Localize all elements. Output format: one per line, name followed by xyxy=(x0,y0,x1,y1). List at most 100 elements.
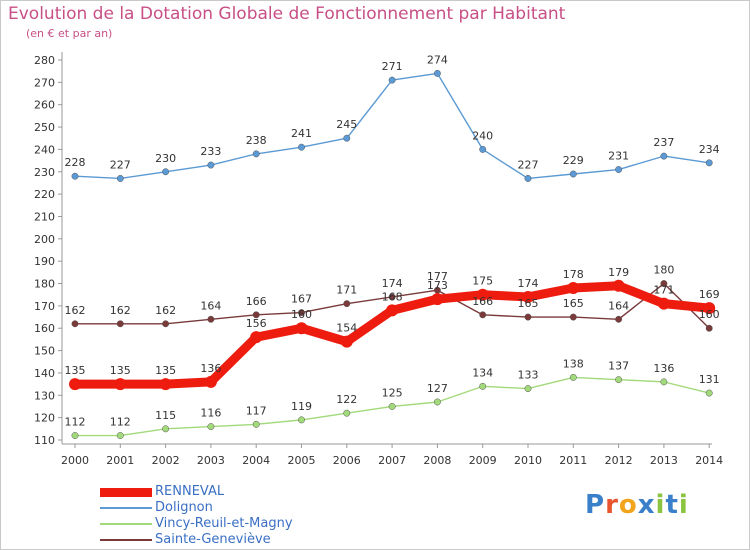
data-label: 138 xyxy=(563,357,584,370)
data-label: 154 xyxy=(336,322,357,335)
data-point xyxy=(71,432,79,439)
data-point xyxy=(159,378,172,391)
data-point xyxy=(524,385,532,393)
data-point xyxy=(433,398,441,406)
data-label: 179 xyxy=(608,266,629,279)
data-point xyxy=(433,69,441,77)
data-point xyxy=(705,159,713,167)
data-label: 230 xyxy=(155,152,176,165)
legend-item: Vincy-Reuil-et-Magny xyxy=(100,516,360,532)
data-point xyxy=(71,320,79,328)
y-tick-label: 160 xyxy=(34,322,55,335)
data-point xyxy=(569,170,577,178)
data-point xyxy=(343,409,351,417)
data-point xyxy=(298,143,305,151)
data-label: 174 xyxy=(518,277,539,290)
logo-letter: x xyxy=(637,490,656,520)
data-point xyxy=(298,309,305,317)
y-tick-label: 210 xyxy=(34,210,55,223)
legend-label: Dolignon xyxy=(155,500,213,515)
data-point xyxy=(431,293,444,306)
x-tick-label: 2012 xyxy=(605,454,633,467)
data-label: 237 xyxy=(653,136,674,149)
y-tick-label: 190 xyxy=(34,255,55,268)
x-tick-label: 2009 xyxy=(469,454,497,467)
legend-swatch xyxy=(100,539,152,541)
data-label: 168 xyxy=(382,290,403,303)
data-point xyxy=(476,288,489,301)
x-tick-label: 2002 xyxy=(152,454,180,467)
logo-letter: r xyxy=(605,490,619,520)
data-label: 271 xyxy=(382,60,403,73)
data-point xyxy=(204,375,217,388)
data-label: 166 xyxy=(472,295,493,308)
data-point xyxy=(615,315,623,323)
data-label: 119 xyxy=(291,400,312,413)
chart-title: Evolution de la Dotation Globale de Fonc… xyxy=(8,4,566,24)
legend-item: RENNEVAL xyxy=(100,484,360,500)
y-tick-label: 120 xyxy=(34,412,55,425)
legend-item: Sainte-Geneviève xyxy=(100,532,360,548)
y-tick-label: 200 xyxy=(34,233,55,246)
data-point xyxy=(388,293,396,301)
data-label: 234 xyxy=(699,143,720,156)
data-point xyxy=(162,320,170,328)
data-point xyxy=(71,172,79,180)
x-tick-label: 2011 xyxy=(559,454,587,467)
y-tick-label: 280 xyxy=(34,54,55,67)
y-tick-label: 150 xyxy=(34,345,55,358)
data-point xyxy=(252,311,260,319)
y-tick-label: 240 xyxy=(34,143,55,156)
data-point xyxy=(705,389,713,397)
data-label: 165 xyxy=(563,297,584,310)
data-point xyxy=(567,282,580,294)
legend-swatch xyxy=(100,507,152,509)
data-label: 229 xyxy=(563,154,584,167)
data-label: 135 xyxy=(110,364,131,377)
y-tick-label: 110 xyxy=(34,434,55,447)
data-label: 241 xyxy=(291,127,312,140)
data-label: 135 xyxy=(65,364,86,377)
data-label: 228 xyxy=(65,156,86,169)
data-point xyxy=(660,152,668,160)
data-point xyxy=(252,420,260,428)
data-point xyxy=(250,331,263,344)
data-label: 174 xyxy=(382,277,403,290)
data-label: 112 xyxy=(110,416,131,429)
y-tick-label: 230 xyxy=(34,166,55,179)
data-point xyxy=(479,382,487,390)
data-point xyxy=(207,161,215,169)
data-point xyxy=(660,280,668,287)
chart-legend: RENNEVAL Dolignon Vincy-Reuil-et-Magny Sain… xyxy=(100,484,360,548)
x-tick-label: 2003 xyxy=(197,454,225,467)
data-point xyxy=(705,324,713,332)
x-tick-label: 2013 xyxy=(650,454,678,467)
data-label: 227 xyxy=(110,158,131,171)
data-point xyxy=(703,302,716,315)
data-point xyxy=(386,304,399,317)
data-label: 177 xyxy=(427,270,448,283)
data-label: 169 xyxy=(699,288,720,301)
proxiti-logo: Proxiti xyxy=(585,490,689,520)
data-label: 164 xyxy=(608,299,629,312)
data-label: 178 xyxy=(563,268,584,281)
y-tick-label: 220 xyxy=(34,188,55,201)
data-point xyxy=(116,320,124,328)
data-label: 125 xyxy=(382,386,403,399)
data-label: 245 xyxy=(336,118,357,131)
legend-label: Sainte-Geneviève xyxy=(155,532,271,547)
legend-item: Dolignon xyxy=(100,500,360,516)
data-label: 133 xyxy=(518,369,539,382)
x-tick-label: 2007 xyxy=(378,454,406,467)
x-tick-label: 2001 xyxy=(106,454,134,467)
data-label: 238 xyxy=(246,134,267,147)
data-label: 122 xyxy=(336,393,357,406)
data-label: 164 xyxy=(200,299,221,312)
data-point xyxy=(343,134,351,142)
y-tick-label: 260 xyxy=(34,99,55,112)
y-tick-label: 170 xyxy=(34,300,55,313)
data-point xyxy=(524,313,532,321)
x-tick-label: 2014 xyxy=(695,454,723,467)
legend-swatch xyxy=(100,523,152,525)
